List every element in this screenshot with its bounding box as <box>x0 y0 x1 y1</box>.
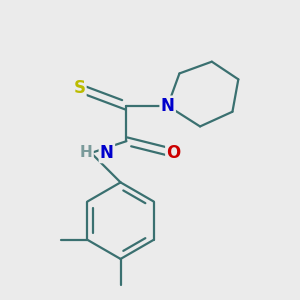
Text: N: N <box>100 144 114 162</box>
Text: O: O <box>167 144 181 162</box>
Text: H: H <box>80 146 93 160</box>
Text: S: S <box>73 79 85 97</box>
Text: N: N <box>161 97 175 115</box>
